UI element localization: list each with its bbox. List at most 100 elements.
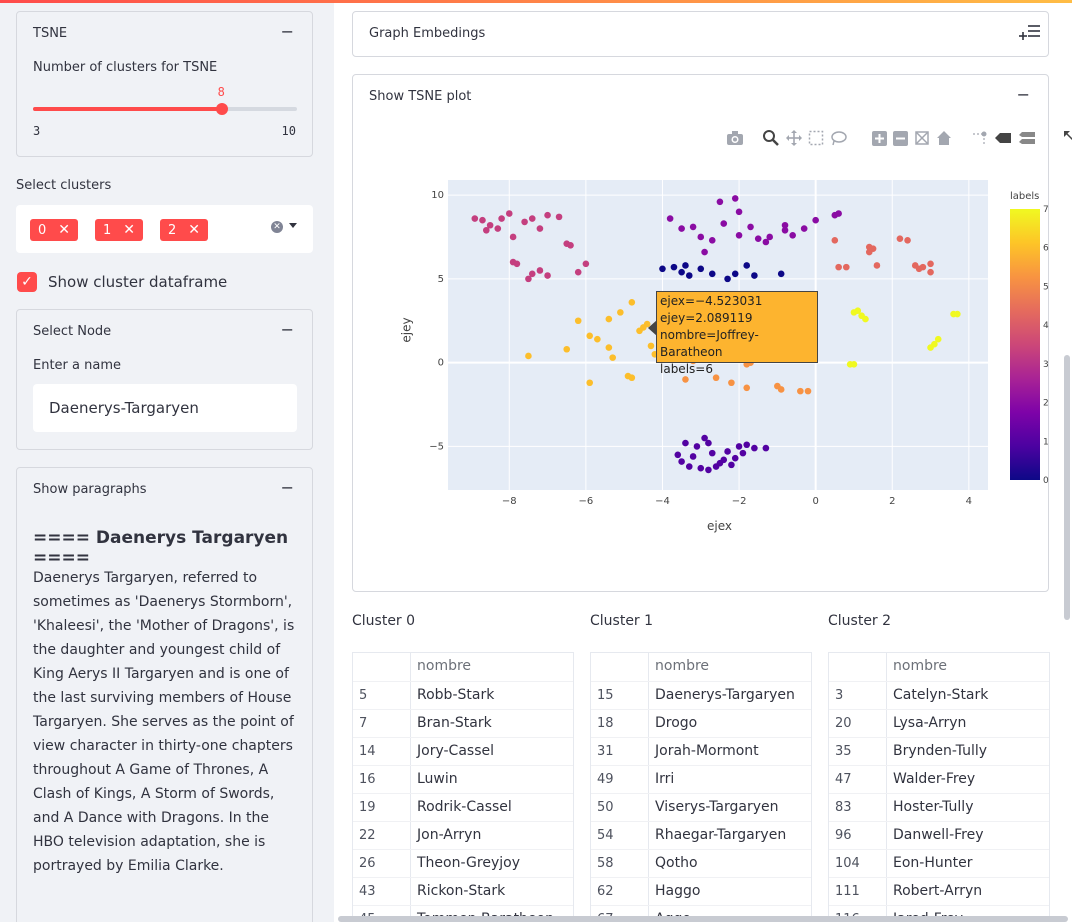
scatter-point[interactable] [536, 225, 544, 232]
scatter-point[interactable] [739, 449, 747, 457]
scatter-point[interactable] [494, 225, 502, 232]
scatter-point[interactable] [471, 215, 479, 222]
scatter-point[interactable] [724, 275, 731, 283]
scatter-point[interactable] [685, 463, 693, 470]
scatter-point[interactable] [743, 384, 751, 392]
select-node-title[interactable]: Select Node [33, 324, 112, 339]
scatter-point[interactable] [685, 272, 693, 279]
row-nombre[interactable]: Haggo [655, 883, 701, 899]
scatter-point[interactable] [682, 262, 689, 269]
cluster-0-table[interactable]: nombre 5 Robb-Stark 7 Bran-Stark 14 Jory-Casse… [352, 652, 574, 922]
scatter-point[interactable] [701, 248, 708, 256]
show-df-label[interactable]: Show cluster dataframe [48, 273, 228, 291]
table-row[interactable]: 7 Bran-Stark [353, 709, 573, 737]
row-nombre[interactable]: Rickon-Stark [417, 883, 506, 899]
collapse-icon[interactable]: − [280, 320, 294, 339]
scatter-point[interactable] [854, 307, 862, 315]
zoom-icon[interactable] [762, 129, 780, 147]
scatter-point[interactable] [678, 268, 685, 276]
scatter-point[interactable] [789, 231, 796, 239]
clusters-multiselect[interactable]: 0 ✕ 1 ✕ 2 ✕ ✕ [16, 205, 313, 253]
scatter-point[interactable] [697, 265, 705, 273]
scatter-point[interactable] [586, 379, 594, 387]
scatter-point[interactable] [528, 215, 536, 222]
scatter-point[interactable] [865, 248, 873, 256]
scatter-point[interactable] [934, 335, 942, 343]
cluster-tag-2[interactable]: 2 ✕ [160, 219, 209, 241]
scatter-point[interactable] [544, 211, 551, 219]
scatter-point[interactable] [525, 275, 532, 283]
scatter-point[interactable] [521, 218, 528, 226]
table-row[interactable]: 47 Walder-Frey [829, 765, 1049, 793]
row-nombre[interactable]: Jorah-Mormont [655, 743, 759, 759]
scatter-point[interactable] [609, 354, 616, 361]
table-row[interactable]: 18 Drogo [591, 709, 811, 737]
scatter-point[interactable] [678, 458, 685, 465]
row-nombre[interactable]: Walder-Frey [893, 771, 976, 787]
table-row[interactable]: 49 Irri [591, 765, 811, 793]
scatter-point[interactable] [842, 263, 850, 271]
row-nombre[interactable]: Bran-Stark [417, 715, 492, 731]
hover-compare-icon[interactable] [1018, 130, 1036, 146]
scatter-point[interactable] [682, 376, 689, 383]
scatter-point[interactable] [904, 237, 911, 244]
scatter-point[interactable] [708, 449, 716, 457]
clear-all-icon[interactable]: ✕ [271, 221, 283, 233]
scatter-point[interactable] [708, 270, 716, 278]
scatter-point[interactable] [781, 226, 789, 234]
scatter-point[interactable] [636, 327, 643, 335]
table-row[interactable]: 58 Qotho [591, 849, 811, 877]
table-row[interactable]: 104 Eon-Hunter [829, 849, 1049, 877]
remove-tag-icon[interactable]: ✕ [123, 222, 136, 238]
row-nombre[interactable]: Brynden-Tully [893, 743, 988, 759]
scatter-point[interactable] [628, 299, 636, 306]
menu-plus-icon[interactable] [1018, 22, 1040, 42]
collapse-icon[interactable]: − [280, 478, 294, 497]
cluster-1-table[interactable]: nombre 15 Daenerys-Targaryen 18 Drogo 31 Jorah… [590, 652, 812, 922]
scatter-point[interactable] [797, 387, 804, 395]
hover-closest-icon[interactable] [994, 130, 1012, 146]
scatter-point[interactable] [659, 265, 666, 273]
scatter-point[interactable] [731, 454, 739, 462]
reset-axes-icon[interactable] [936, 130, 952, 146]
table-row[interactable]: 31 Jorah-Mormont [591, 737, 811, 765]
scatter-point[interactable] [586, 332, 594, 340]
row-nombre[interactable]: Eon-Hunter [893, 855, 973, 871]
scatter-point[interactable] [762, 238, 770, 246]
table-row[interactable]: 3 Catelyn-Stark [829, 681, 1049, 709]
scatter-point[interactable] [689, 223, 697, 231]
scatter-point[interactable] [697, 233, 705, 241]
scatter-point[interactable] [800, 225, 808, 232]
scatter-point[interactable] [831, 237, 839, 244]
scatter-point[interactable] [705, 466, 712, 474]
scatter-point[interactable] [716, 198, 724, 206]
remove-tag-icon[interactable]: ✕ [188, 222, 201, 238]
scatter-point[interactable] [743, 262, 751, 269]
row-nombre[interactable]: Danwell-Frey [893, 827, 984, 843]
row-nombre[interactable]: Robert-Arryn [893, 883, 983, 899]
scatter-point[interactable] [701, 434, 708, 442]
scatter-point[interactable] [582, 260, 590, 268]
table-row[interactable]: 43 Rickon-Stark [353, 877, 573, 905]
scatter-point[interactable] [674, 451, 682, 459]
scatter-point[interactable] [486, 221, 494, 229]
scatter-point[interactable] [862, 315, 869, 323]
scatter-point[interactable] [693, 443, 701, 450]
vertical-scrollbar[interactable] [1064, 355, 1070, 620]
row-nombre[interactable]: Rhaegar-Targaryen [655, 827, 787, 843]
scatter-point[interactable] [509, 233, 517, 241]
cluster-tag-0[interactable]: 0 ✕ [30, 219, 79, 241]
scatter-point[interactable] [751, 444, 758, 452]
scatter-point[interactable] [705, 439, 712, 447]
scatter-point[interactable] [766, 233, 774, 241]
scatter-point[interactable] [666, 215, 674, 222]
table-row[interactable]: 83 Hoster-Tully [829, 793, 1049, 821]
cluster-2-table[interactable]: nombre 3 Catelyn-Stark 20 Lysa-Arryn 35 Brynde… [828, 652, 1050, 922]
scatter-point[interactable] [927, 268, 934, 276]
collapse-icon[interactable]: − [280, 22, 294, 41]
row-nombre[interactable]: Robb-Stark [417, 687, 495, 703]
table-row[interactable]: 22 Jon-Arryn [353, 821, 573, 849]
row-nombre[interactable]: Lysa-Arryn [893, 715, 967, 731]
scatter-point[interactable] [574, 317, 582, 325]
table-row[interactable]: 20 Lysa-Arryn [829, 709, 1049, 737]
